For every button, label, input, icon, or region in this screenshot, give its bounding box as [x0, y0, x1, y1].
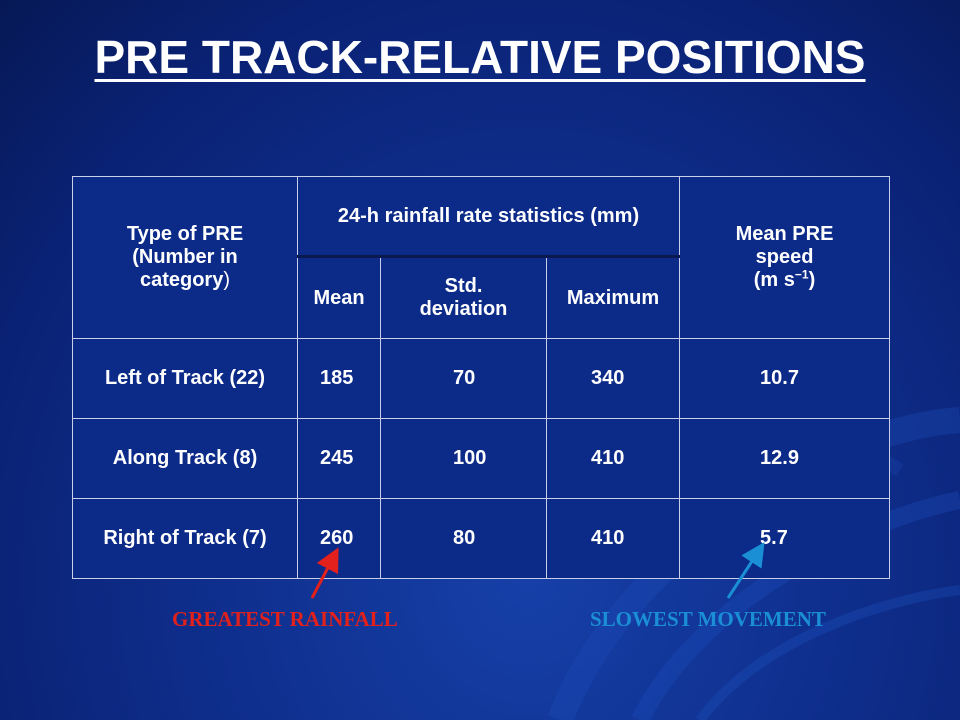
header-speed-line2: speed: [755, 246, 814, 268]
header-maximum: Maximum: [545, 256, 681, 339]
header-type-paren: ): [223, 269, 231, 291]
cell-mean: 185: [297, 338, 381, 419]
cell-std: 70: [380, 338, 547, 419]
header-type-line1: Type of PRE: [126, 223, 244, 245]
header-speed-unit-close: ): [808, 269, 816, 291]
header-type-of-pre: Type of PRE (Number in category): [72, 176, 298, 339]
table-row: Left of Track (22) 185 70 340 10.7: [72, 338, 891, 419]
cell-max: 410: [545, 418, 681, 499]
header-speed-line1: Mean PRE: [735, 223, 834, 245]
header-std-line1: Std.: [444, 275, 483, 297]
pre-statistics-table: Type of PRE (Number in category) 24-h ra…: [72, 176, 891, 579]
row-label: Right of Track (7): [72, 498, 298, 579]
header-type-line3: category: [139, 269, 224, 291]
table-row: Along Track (8) 245 100 410 12.9: [72, 418, 891, 499]
header-speed-unit-sup: −1: [794, 267, 809, 282]
cell-speed: 5.7: [679, 498, 891, 579]
table-row: Right of Track (7) 260 80 410 5.7: [72, 498, 891, 579]
header-speed-unit-open: (m s: [753, 269, 795, 291]
header-mean: Mean: [297, 256, 381, 339]
cell-speed: 12.9: [679, 418, 891, 499]
cell-mean: 260: [297, 498, 381, 579]
cell-mean: 245: [297, 418, 381, 499]
row-label: Along Track (8): [72, 418, 298, 499]
header-std-deviation: Std. deviation: [380, 256, 547, 339]
cell-std: 80: [380, 498, 547, 579]
cell-max: 340: [545, 338, 681, 419]
slowest-movement-label: SLOWEST MOVEMENT: [590, 607, 826, 631]
greatest-rainfall-label: GREATEST RAINFALL: [172, 607, 398, 631]
cell-speed: 10.7: [679, 338, 891, 419]
cell-max: 410: [545, 498, 681, 579]
header-type-line2: (Number in: [132, 246, 238, 268]
slide-title: PRE TRACK-RELATIVE POSITIONS: [94, 31, 866, 83]
row-label: Left of Track (22): [72, 338, 298, 419]
header-std-line2: deviation: [419, 298, 508, 320]
header-rainfall-stats: 24-h rainfall rate statistics (mm): [296, 176, 681, 258]
cell-std: 100: [380, 418, 547, 499]
header-mean-speed: Mean PRE speed (m s−1): [679, 176, 891, 339]
